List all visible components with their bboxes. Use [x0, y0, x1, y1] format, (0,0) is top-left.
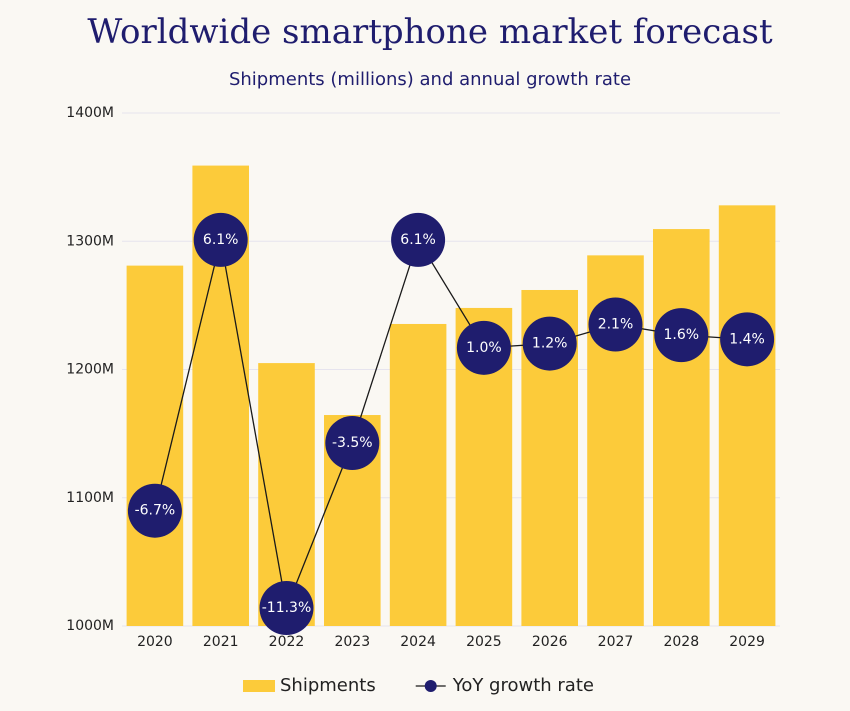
legend-swatch: [243, 680, 275, 692]
x-tick-label: 2020: [137, 634, 173, 650]
value-label: 1.6%: [664, 327, 700, 343]
legend-swatch: [424, 680, 437, 692]
legend-label: YoY growth rate: [452, 675, 594, 696]
point: [720, 312, 775, 367]
value-label: 1.0%: [466, 340, 502, 356]
x-tick-label: 2026: [532, 634, 568, 650]
x-tick-label: 2028: [663, 634, 699, 650]
value-label: 1.2%: [532, 336, 568, 352]
bar: [389, 323, 447, 626]
bar: [126, 265, 184, 626]
value-label: 2.1%: [598, 317, 634, 333]
y-tick-label: 1400M: [66, 105, 114, 121]
value-label: -6.7%: [135, 503, 176, 519]
y-tick-label: 1100M: [66, 490, 114, 506]
point: [522, 316, 577, 371]
y-tick-label: 1000M: [66, 618, 114, 634]
x-tick-label: 2023: [334, 634, 370, 650]
x-tick-label: 2027: [598, 634, 634, 650]
value-label: -11.3%: [262, 600, 312, 616]
line: [154, 238, 748, 611]
point: [391, 212, 446, 267]
point: [456, 320, 511, 375]
y-tick-label: 1300M: [66, 233, 114, 249]
value-label: -3.5%: [332, 435, 373, 451]
point: [193, 212, 248, 267]
point: [325, 416, 380, 471]
chart-title: Worldwide smartphone market forecast: [87, 12, 773, 52]
value-label: 6.1%: [400, 232, 436, 248]
value-label: 6.1%: [203, 232, 239, 248]
x-tick-label: 2021: [203, 634, 239, 650]
point: [588, 297, 643, 352]
x-tick-label: 2022: [269, 634, 305, 650]
bar: [718, 205, 776, 626]
x-tick-label: 2029: [729, 634, 765, 650]
point: [654, 308, 709, 363]
bar: [653, 229, 710, 626]
x-tick-label: 2025: [466, 634, 502, 650]
y-tick-label: 1200M: [66, 362, 114, 378]
x-tick-label: 2024: [400, 634, 436, 650]
chart-subtitle: Shipments (millions) and annual growth r…: [229, 69, 631, 90]
point: [259, 581, 314, 636]
legend-label: Shipments: [280, 675, 376, 696]
value-label: 1.4%: [729, 331, 765, 347]
point: [127, 483, 182, 538]
